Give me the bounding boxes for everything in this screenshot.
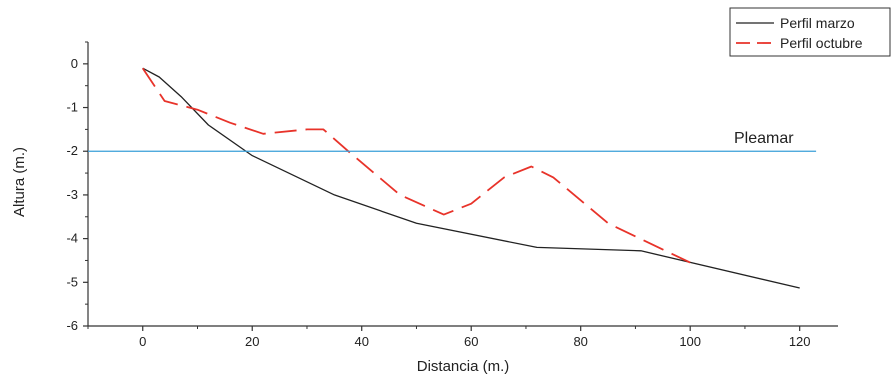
x-tick-label: 0 [139, 334, 146, 349]
x-tick-label: 80 [573, 334, 587, 349]
legend-label-0: Perfil marzo [780, 15, 855, 31]
series-line-1 [141, 67, 691, 264]
legend-box [729, 7, 891, 57]
x-tick-label: 20 [245, 334, 259, 349]
y-tick-label: -3 [66, 187, 78, 202]
y-tick-label: -5 [66, 274, 78, 289]
x-axis-label: Distancia (m.) [417, 358, 510, 375]
series-layer [141, 67, 800, 289]
x-tick-label: 40 [354, 334, 368, 349]
x-tick-label: 120 [789, 334, 811, 349]
axes: 0 20 40 60 80 100 120 0 -1 -2 -3 -4 -5 -6 Distancia (m… [11, 41, 838, 375]
series-line-0 [142, 67, 800, 289]
x-tick-label: 100 [679, 334, 701, 349]
y-tick-label: -6 [66, 318, 78, 333]
legend-label-1: Perfil octubre [780, 35, 863, 51]
y-tick-label: -2 [66, 143, 78, 158]
reference-line-layer: Pleamar [88, 130, 817, 152]
y-tick-label: -4 [66, 231, 78, 246]
y-tick-label: -1 [66, 100, 78, 115]
x-tick-label: 60 [464, 334, 478, 349]
reference-line-label: Pleamar [734, 130, 794, 147]
legend: Perfil marzo Perfil octubre [729, 7, 891, 57]
y-axis-label: Altura (m.) [11, 147, 28, 217]
y-tick-label: 0 [71, 56, 78, 71]
